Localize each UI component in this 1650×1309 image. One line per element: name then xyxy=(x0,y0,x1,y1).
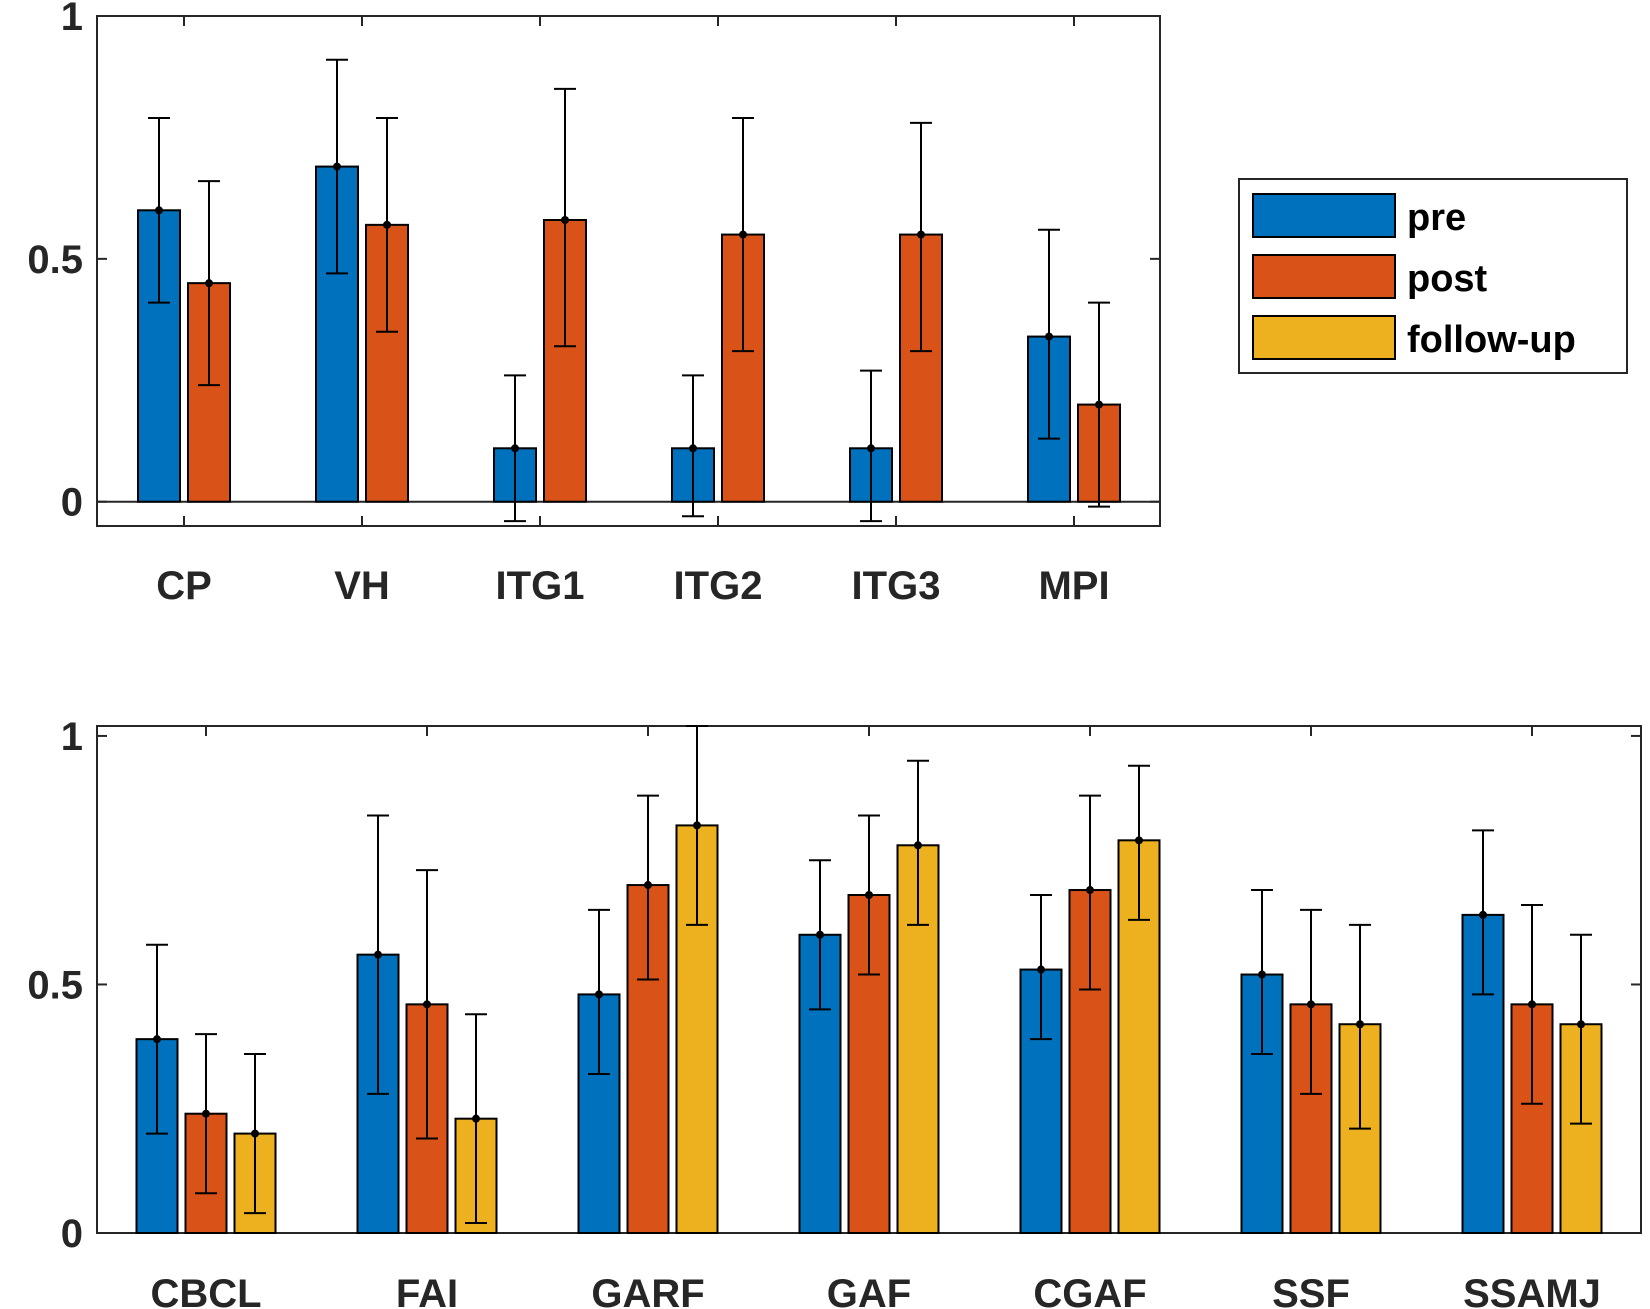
mean-marker xyxy=(1479,910,1487,919)
mean-marker xyxy=(914,841,922,850)
chart-bottom: 0 0.5 1 CBCL FAI GARF GAF CGAF SSF SSAMJ xyxy=(27,715,1642,1309)
y-tick-label: 0 xyxy=(61,1212,83,1256)
x-tick-label-gaf: GAF xyxy=(827,1272,911,1309)
legend-swatch-pre xyxy=(1252,193,1396,238)
x-tick-label-itg2: ITG2 xyxy=(674,564,763,608)
mean-marker xyxy=(917,230,925,239)
y-tick-label: 0.5 xyxy=(27,238,83,282)
mean-marker xyxy=(1095,400,1103,409)
y-tick-label: 1 xyxy=(61,0,83,39)
x-tick-label-cgaf: CGAF xyxy=(1033,1272,1146,1309)
mean-marker xyxy=(1037,965,1045,974)
mean-marker xyxy=(1528,1000,1536,1009)
y-tick-label: 0 xyxy=(61,481,83,525)
x-tick-label-itg1: ITG1 xyxy=(496,564,585,608)
mean-marker xyxy=(472,1114,480,1123)
mean-marker xyxy=(739,230,747,239)
mean-marker xyxy=(595,990,603,999)
legend-label-follow-up: follow-up xyxy=(1407,319,1576,361)
chart-top: 0 0.5 1 CP VH ITG1 ITG2 ITG3 MPI xyxy=(27,0,1161,608)
y-tick-label: 1 xyxy=(61,715,83,759)
x-tick-label-ssf: SSF xyxy=(1272,1272,1350,1309)
legend: pre post follow-up xyxy=(1238,178,1628,374)
mean-marker xyxy=(251,1129,259,1138)
legend-swatch-post xyxy=(1252,254,1396,299)
x-tick-label-garf: GARF xyxy=(591,1272,704,1309)
x-tick-label-ssamj: SSAMJ xyxy=(1463,1272,1601,1309)
mean-marker xyxy=(383,220,391,229)
mean-marker xyxy=(561,216,569,224)
legend-label-pre: pre xyxy=(1407,197,1466,239)
mean-marker xyxy=(689,444,697,453)
mean-marker xyxy=(1135,836,1143,845)
legend-label-post: post xyxy=(1407,258,1488,300)
x-tick-label-cp: CP xyxy=(156,564,212,608)
mean-marker xyxy=(202,1109,210,1118)
x-tick-label-fai: FAI xyxy=(396,1272,458,1309)
mean-marker xyxy=(423,1000,431,1009)
mean-marker xyxy=(1045,332,1053,341)
x-tick-label-mpi: MPI xyxy=(1038,564,1109,608)
mean-marker xyxy=(693,821,701,830)
mean-marker xyxy=(153,1035,161,1044)
axes-box xyxy=(96,15,1161,527)
mean-marker xyxy=(511,444,519,453)
x-tick-label-vh: VH xyxy=(334,564,390,608)
mean-marker xyxy=(155,206,163,215)
mean-marker xyxy=(333,162,341,171)
legend-swatch-follow-up xyxy=(1252,315,1396,360)
mean-marker xyxy=(865,891,873,899)
bar-post-VH xyxy=(365,223,409,503)
mean-marker xyxy=(644,881,652,890)
y-tick-label: 0.5 xyxy=(27,963,83,1007)
mean-marker xyxy=(1258,970,1266,979)
mean-marker xyxy=(1577,1020,1585,1029)
mean-marker xyxy=(1307,1000,1315,1009)
mean-marker xyxy=(374,950,382,959)
mean-marker xyxy=(867,444,875,453)
x-tick-label-itg3: ITG3 xyxy=(852,564,941,608)
mean-marker xyxy=(1086,886,1094,895)
mean-marker xyxy=(205,279,213,288)
mean-marker xyxy=(816,930,824,939)
mean-marker xyxy=(1356,1020,1364,1029)
x-tick-label-cbcl: CBCL xyxy=(150,1272,261,1309)
